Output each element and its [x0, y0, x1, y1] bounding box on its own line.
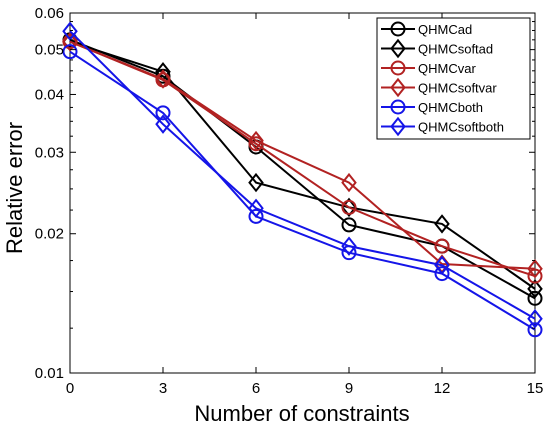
y-tick-label: 0.05 — [35, 42, 64, 59]
legend-marker-qhmcsoftboth — [390, 116, 406, 137]
data-point-qhmcboth — [62, 44, 78, 60]
data-point-qhmcboth — [527, 322, 543, 338]
data-point-qhmcsoftvar — [155, 69, 171, 89]
legend-marker-qhmcboth — [390, 99, 406, 115]
y-tick-label: 0.04 — [35, 86, 64, 103]
legend-box — [376, 17, 531, 140]
legend-label-qhmcad: QHMCad — [418, 22, 472, 37]
series-line-qhmcsoftvar — [69, 40, 536, 270]
x-axis-label: Number of constraints — [194, 401, 409, 426]
data-point-qhmcvar — [341, 199, 357, 215]
data-point-qhmcboth — [248, 208, 264, 224]
x-tick-label: 15 — [527, 380, 544, 397]
x-tick-label: 3 — [159, 380, 167, 397]
data-point-qhmcvar — [527, 268, 543, 284]
x-tick-label: 12 — [434, 380, 451, 397]
y-axis-label: Relative error — [2, 122, 27, 254]
legend-marker-qhmcsoftvar — [390, 77, 406, 98]
series-line-qhmcsoftad — [69, 40, 536, 290]
data-point-qhmcsoftboth — [341, 236, 357, 256]
data-point-qhmcboth — [434, 266, 450, 282]
data-point-qhmcsoftboth — [527, 309, 543, 329]
series-line-qhmcsoftboth — [69, 30, 536, 320]
series-layer — [62, 21, 543, 338]
legend-label-qhmcvar: QHMCvar — [418, 61, 476, 76]
legend: QHMCad QHMCsoftad QHMCvar QHMCsoftvar QHMCbo… — [376, 17, 531, 140]
x-tick-label: 0 — [66, 380, 74, 397]
legend-label-qhmcboth: QHMCboth — [418, 100, 483, 115]
legend-marker-qhmcvar — [390, 60, 406, 76]
data-point-qhmcsoftvar — [341, 172, 357, 193]
data-point-qhmcsoftboth — [434, 255, 450, 275]
data-point-qhmcsoftvar — [527, 259, 543, 279]
y-tick-label: 0.03 — [35, 144, 64, 161]
data-point-qhmcsoftad — [527, 279, 543, 299]
y-tick-label: 0.06 — [35, 5, 64, 22]
series-line-qhmcboth — [69, 50, 536, 331]
data-point-qhmcsoftad — [434, 214, 450, 234]
x-tick-label: 6 — [252, 380, 260, 397]
data-point-qhmcad — [341, 217, 357, 233]
data-point-qhmcsoftvar — [248, 130, 264, 151]
series-line-qhmcad — [69, 38, 536, 300]
x-tick-label: 9 — [345, 380, 353, 397]
data-point-qhmcsoftad — [248, 172, 264, 193]
legend-label-qhmcsoftad: QHMCsoftad — [418, 42, 493, 57]
data-point-qhmcsoftboth — [155, 114, 171, 134]
legend-marker-qhmcsoftad — [390, 38, 406, 59]
data-point-qhmcsoftboth — [248, 198, 264, 219]
ticks-layer: 0 3 6 9 12 15 0.06 0.05 0.04 0.03 0.02 0.01 — [35, 5, 544, 397]
data-point-qhmcboth — [155, 105, 171, 121]
legend-label-qhmcsoftboth: QHMCsoftboth — [418, 120, 504, 135]
series-qhmcboth — [62, 44, 543, 338]
legend-label-qhmcsoftvar: QHMCsoftvar — [418, 81, 497, 96]
y-tick-label: 0.01 — [35, 365, 64, 382]
y-tick-label: 0.02 — [35, 226, 64, 243]
data-point-qhmcvar — [434, 238, 450, 254]
legend-marker-qhmcad — [390, 21, 406, 37]
